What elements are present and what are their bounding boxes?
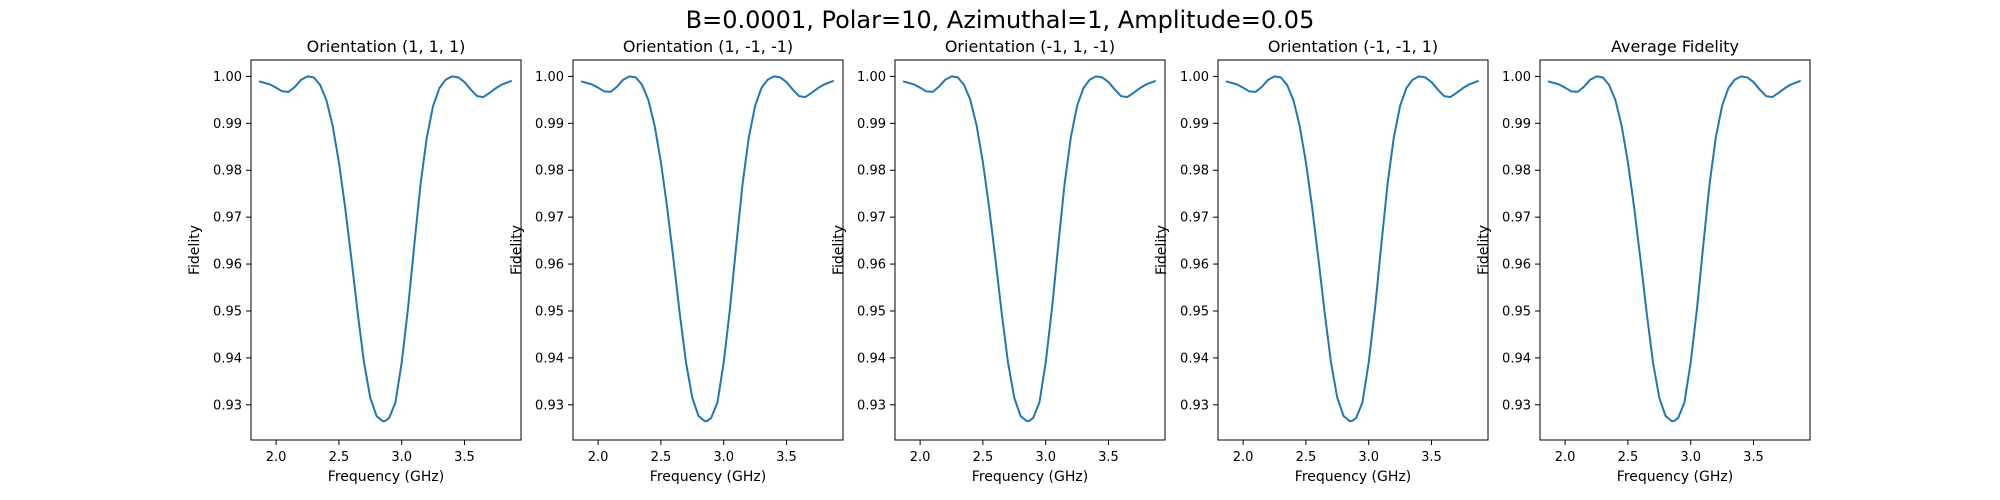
y-tick-label: 0.98 [1502,164,1531,179]
x-tick-label: 2.0 [1555,450,1576,465]
y-tick-label: 1.00 [535,70,564,85]
y-tick-label: 0.94 [1502,351,1531,366]
y-tick-label: 0.94 [1180,351,1209,366]
y-tick-label: 0.94 [213,351,242,366]
y-tick-label: 0.94 [857,351,886,366]
y-tick-label: 0.98 [213,164,242,179]
subplot-title: Orientation (-1, -1, 1) [1268,37,1438,56]
x-tick-label: 2.0 [910,450,931,465]
subplot-5: Average Fidelity 2.0 2.5 3.0 3.5 0.93 0.94 0.95… [1476,37,1811,485]
subplot-title: Orientation (1, -1, -1) [623,37,793,56]
x-axis-label: Frequency (GHz) [972,469,1088,485]
subplot-title: Orientation (-1, 1, -1) [945,37,1115,56]
x-tick-label: 2.0 [588,450,609,465]
subplot-3: Orientation (-1, 1, -1) 2.0 2.5 3.0 3.5 0.93 0… [831,37,1166,485]
fidelity-line [580,75,834,423]
y-tick-label: 0.93 [535,398,564,413]
axes-frame [572,59,844,441]
y-tick-label: 0.96 [535,258,564,273]
subplot-4: Orientation (-1, -1, 1) 2.0 2.5 3.0 3.5 0.93 0… [1154,37,1489,485]
y-tick-label: 0.95 [213,304,242,319]
x-tick-label: 3.0 [713,450,734,465]
y-tick-label: 0.93 [213,398,242,413]
x-tick-label: 3.5 [454,450,475,465]
y-tick-label: 0.99 [1180,117,1209,132]
y-tick-label: 0.97 [535,211,564,226]
y-tick-label: 0.93 [1180,398,1209,413]
x-tick-label: 3.5 [1421,450,1442,465]
y-tick-label: 1.00 [1502,70,1531,85]
subplot-title: Average Fidelity [1611,37,1739,56]
y-tick-label: 0.93 [857,398,886,413]
fidelity-line [258,75,512,423]
y-tick-label: 0.96 [857,258,886,273]
y-axis-label: Fidelity [1476,225,1492,275]
x-axis-label: Frequency (GHz) [1295,469,1411,485]
panels: Orientation (1, 1, 1) 2.0 2.5 3.0 3.5 0.93 0.9… [187,37,1811,485]
y-axis-label: Fidelity [831,225,847,275]
y-tick-label: 0.97 [857,211,886,226]
figure-suptitle: B=0.0001, Polar=10, Azimuthal=1, Amplitu… [686,6,1315,34]
x-axis-label: Frequency (GHz) [328,469,444,485]
y-tick-label: 0.99 [213,117,242,132]
x-tick-label: 2.0 [1233,450,1254,465]
y-tick-label: 0.97 [1180,211,1209,226]
y-tick-label: 0.96 [213,258,242,273]
y-tick-label: 0.98 [1180,164,1209,179]
y-tick-label: 0.98 [535,164,564,179]
y-tick-label: 0.98 [857,164,886,179]
axes-frame [894,59,1166,441]
y-tick-label: 0.99 [857,117,886,132]
x-tick-label: 2.5 [651,450,672,465]
y-axis-label: Fidelity [509,225,525,275]
y-tick-label: 1.00 [857,70,886,85]
y-tick-label: 0.99 [1502,117,1531,132]
y-tick-label: 0.95 [1502,304,1531,319]
x-tick-label: 3.5 [1743,450,1764,465]
y-tick-label: 1.00 [1180,70,1209,85]
x-tick-label: 2.5 [973,450,994,465]
x-tick-label: 2.5 [1296,450,1317,465]
axes-frame [1217,59,1489,441]
axes-frame [250,59,522,441]
y-tick-label: 0.97 [1502,211,1531,226]
y-tick-label: 0.96 [1180,258,1209,273]
x-tick-label: 3.0 [1680,450,1701,465]
subplot-1: Orientation (1, 1, 1) 2.0 2.5 3.0 3.5 0.93 0.9… [187,37,522,485]
x-tick-label: 3.0 [1035,450,1056,465]
x-tick-label: 3.5 [776,450,797,465]
axes-frame [1539,59,1811,441]
y-axis-label: Fidelity [187,225,203,275]
y-tick-label: 0.94 [535,351,564,366]
x-axis-label: Frequency (GHz) [1617,469,1733,485]
y-tick-label: 0.93 [1502,398,1531,413]
y-tick-label: 0.95 [535,304,564,319]
x-tick-label: 3.5 [1098,450,1119,465]
x-tick-label: 3.0 [391,450,412,465]
x-tick-label: 3.0 [1358,450,1379,465]
y-tick-label: 0.95 [857,304,886,319]
y-tick-label: 0.99 [535,117,564,132]
fidelity-line [1225,75,1479,423]
x-tick-label: 2.5 [1618,450,1639,465]
subplot-2: Orientation (1, -1, -1) 2.0 2.5 3.0 3.5 0.93 0… [509,37,844,485]
y-axis-label: Fidelity [1154,225,1170,275]
y-tick-label: 0.96 [1502,258,1531,273]
subplot-title: Orientation (1, 1, 1) [307,37,466,56]
y-tick-label: 0.97 [213,211,242,226]
y-tick-label: 1.00 [213,70,242,85]
x-axis-label: Frequency (GHz) [650,469,766,485]
x-tick-label: 2.5 [329,450,350,465]
fidelity-line [902,75,1156,423]
y-tick-label: 0.95 [1180,304,1209,319]
x-tick-label: 2.0 [266,450,287,465]
fidelity-line [1547,75,1801,423]
